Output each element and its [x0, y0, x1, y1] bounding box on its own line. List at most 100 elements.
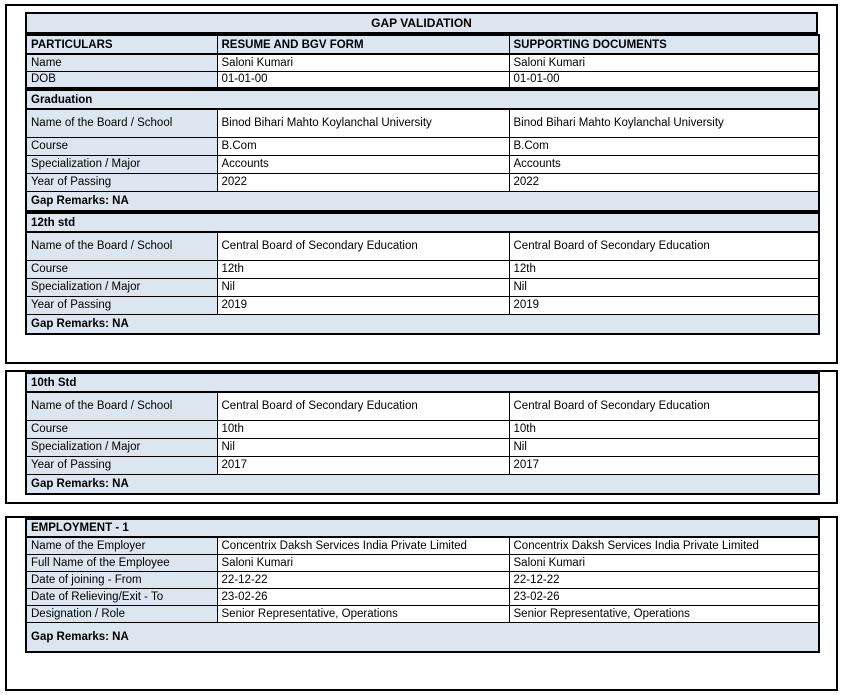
row-label: DOB [25, 70, 218, 89]
table-row-specialization: Specialization / Major Nil Nil [25, 437, 820, 457]
column-header-resume: RESUME AND BGV FORM [216, 34, 510, 55]
tenth-std-box: 10th Std Name of the Board / School Cent… [5, 370, 838, 504]
table-row-dob: DOB 01-01-00 01-01-00 [25, 70, 820, 89]
gap-validation-box: GAP VALIDATION PARTICULARS RESUME AND BG… [5, 4, 838, 364]
resume-value: B.Com [216, 136, 510, 156]
resume-value: 23-02-26 [216, 587, 510, 606]
gap-remarks: Gap Remarks: NA [25, 190, 820, 212]
table-row-date-relieving: Date of Relieving/Exit - To 23-02-26 23-… [25, 587, 820, 606]
table-row-course: Course B.Com B.Com [25, 136, 820, 156]
row-label: Designation / Role [25, 604, 218, 623]
supporting-value: Binod Bihari Mahto Koylanchal University [508, 108, 820, 138]
table-row-course: Course 10th 10th [25, 419, 820, 439]
table-row-specialization: Specialization / Major Nil Nil [25, 277, 820, 297]
resume-value: 22-12-22 [216, 570, 510, 589]
supporting-value: Accounts [508, 154, 820, 174]
table-row-employer: Name of the Employer Concentrix Daksh Se… [25, 536, 820, 555]
table-row-date-joining: Date of joining - From 22-12-22 22-12-22 [25, 570, 820, 589]
row-label: Specialization / Major [25, 154, 218, 174]
row-label: Year of Passing [25, 455, 218, 475]
resume-value: 01-01-00 [216, 70, 510, 89]
supporting-value: 10th [508, 419, 820, 439]
gap-remarks: Gap Remarks: NA [25, 313, 820, 335]
gap-remarks: Gap Remarks: NA [25, 621, 820, 653]
supporting-value: 12th [508, 259, 820, 279]
resume-value: Nil [216, 277, 510, 297]
supporting-value: Saloni Kumari [508, 53, 820, 72]
table-row-board: Name of the Board / School Binod Bihari … [25, 108, 820, 138]
gap-remarks-row: Gap Remarks: NA [25, 313, 820, 335]
row-label: Name of the Board / School [25, 108, 218, 138]
column-header-particulars: PARTICULARS [25, 34, 218, 55]
supporting-value: Concentrix Daksh Services India Private … [508, 536, 820, 555]
gap-remarks-row: Gap Remarks: NA [25, 190, 820, 212]
section-header-row: Graduation [25, 89, 820, 110]
row-label: Date of Relieving/Exit - To [25, 587, 218, 606]
employment-box: EMPLOYMENT - 1 Name of the Employer Conc… [5, 516, 838, 691]
supporting-value: 2019 [508, 295, 820, 315]
resume-value: Central Board of Secondary Education [216, 231, 510, 261]
section-table-12th: 12th std Name of the Board / School Cent… [25, 212, 820, 335]
supporting-value: 22-12-22 [508, 570, 820, 589]
section-header-row: 10th Std [25, 372, 820, 393]
resume-value: Senior Representative, Operations [216, 604, 510, 623]
row-label: Course [25, 136, 218, 156]
table-row-year: Year of Passing 2022 2022 [25, 172, 820, 192]
supporting-value: Central Board of Secondary Education [508, 391, 820, 421]
supporting-value: Central Board of Secondary Education [508, 231, 820, 261]
supporting-value: Saloni Kumari [508, 553, 820, 572]
table-row-designation: Designation / Role Senior Representative… [25, 604, 820, 623]
resume-value: Binod Bihari Mahto Koylanchal University [216, 108, 510, 138]
table-row-year: Year of Passing 2017 2017 [25, 455, 820, 475]
supporting-value: 23-02-26 [508, 587, 820, 606]
section-header-row: EMPLOYMENT - 1 [25, 518, 820, 538]
gap-remarks-row: Gap Remarks: NA [25, 473, 820, 495]
row-label: Name [25, 53, 218, 72]
section-title: 10th Std [25, 372, 820, 393]
row-label: Name of the Board / School [25, 231, 218, 261]
section-title: EMPLOYMENT - 1 [25, 518, 820, 538]
row-label: Specialization / Major [25, 437, 218, 457]
table-header-row: PARTICULARS RESUME AND BGV FORM SUPPORTI… [25, 34, 820, 55]
gap-remarks-row: Gap Remarks: NA [25, 621, 820, 653]
employment-table: EMPLOYMENT - 1 Name of the Employer Conc… [25, 518, 820, 653]
supporting-value: Nil [508, 437, 820, 457]
resume-value: Nil [216, 437, 510, 457]
supporting-value: B.Com [508, 136, 820, 156]
row-label: Year of Passing [25, 295, 218, 315]
supporting-value: 2022 [508, 172, 820, 192]
row-label: Date of joining - From [25, 570, 218, 589]
resume-value: 2022 [216, 172, 510, 192]
resume-value: Central Board of Secondary Education [216, 391, 510, 421]
resume-value: 12th [216, 259, 510, 279]
section-title: Graduation [25, 89, 820, 110]
section-table-10th: 10th Std Name of the Board / School Cent… [25, 372, 821, 495]
supporting-value: 2017 [508, 455, 820, 475]
personal-table: PARTICULARS RESUME AND BGV FORM SUPPORTI… [25, 34, 820, 89]
table-row-board: Name of the Board / School Central Board… [25, 231, 820, 261]
gap-remarks: Gap Remarks: NA [25, 473, 820, 495]
row-label: Name of the Board / School [25, 391, 218, 421]
supporting-value: 01-01-00 [508, 70, 820, 89]
resume-value: Saloni Kumari [216, 553, 510, 572]
supporting-value: Senior Representative, Operations [508, 604, 820, 623]
resume-value: Accounts [216, 154, 510, 174]
page-title: GAP VALIDATION [25, 12, 818, 34]
row-label: Course [25, 419, 218, 439]
resume-value: Saloni Kumari [216, 53, 510, 72]
row-label: Course [25, 259, 218, 279]
resume-value: Concentrix Daksh Services India Private … [216, 536, 510, 555]
table-row-employee-name: Full Name of the Employee Saloni Kumari … [25, 553, 820, 572]
table-row-year: Year of Passing 2019 2019 [25, 295, 820, 315]
table-row-name: Name Saloni Kumari Saloni Kumari [25, 53, 820, 72]
section-header-row: 12th std [25, 212, 820, 233]
row-label: Year of Passing [25, 172, 218, 192]
section-title: 12th std [25, 212, 820, 233]
table-row-board: Name of the Board / School Central Board… [25, 391, 820, 421]
column-header-supporting: SUPPORTING DOCUMENTS [508, 34, 820, 55]
resume-value: 10th [216, 419, 510, 439]
table-row-course: Course 12th 12th [25, 259, 820, 279]
resume-value: 2019 [216, 295, 510, 315]
table-row-specialization: Specialization / Major Accounts Accounts [25, 154, 820, 174]
resume-value: 2017 [216, 455, 510, 475]
